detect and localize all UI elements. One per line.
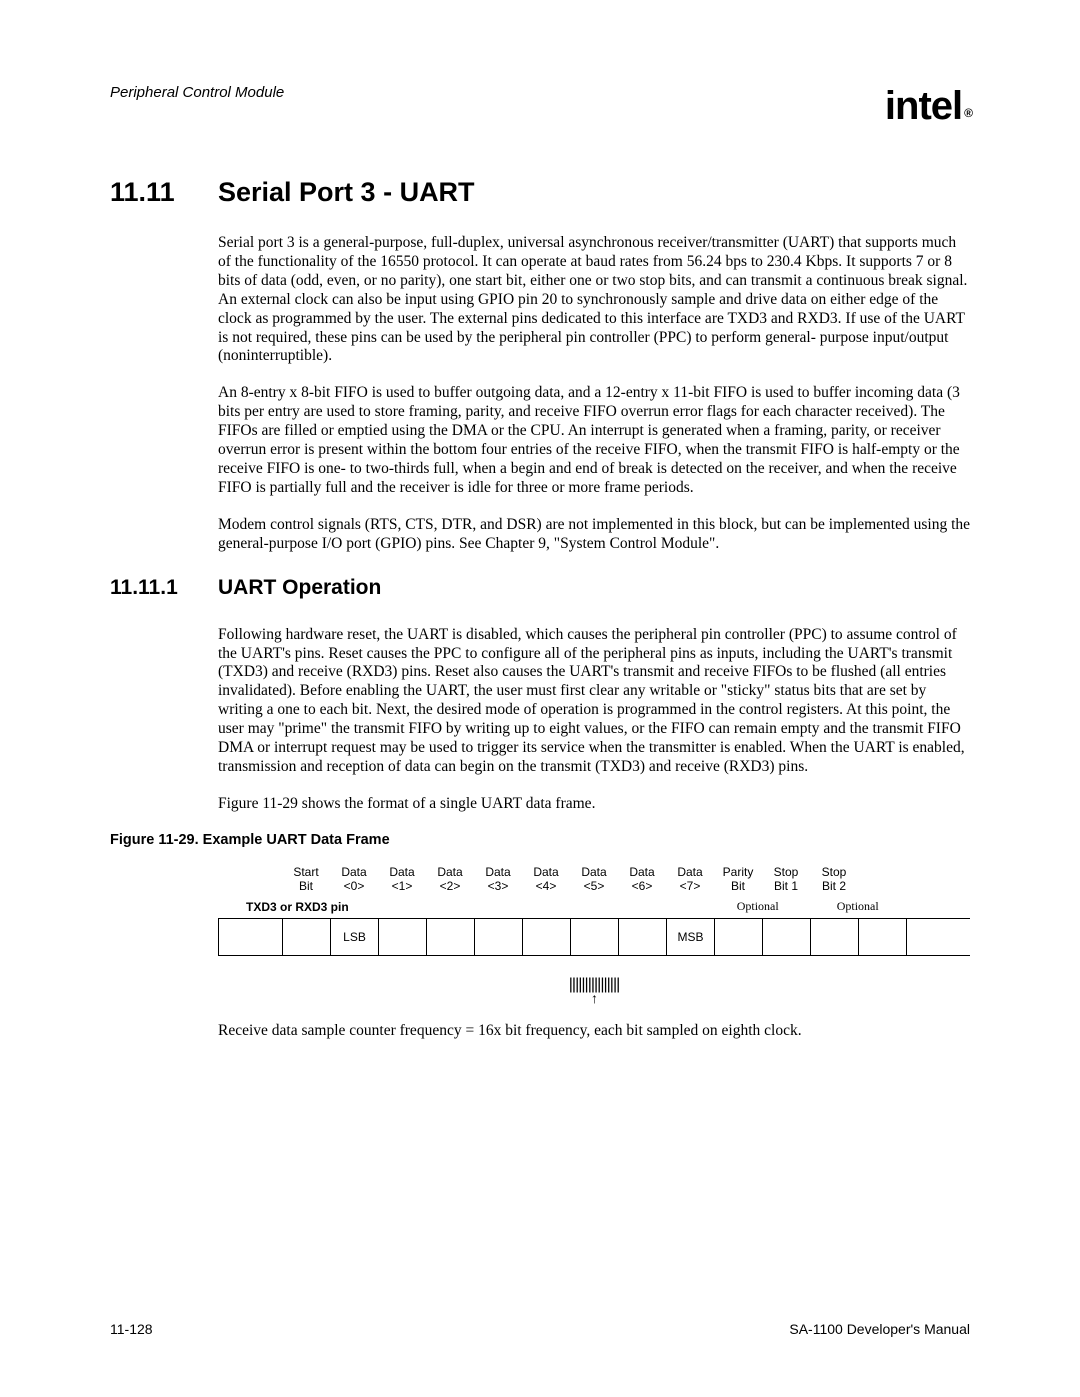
col-header: StartBit [282,866,330,898]
tick-marks-icon: |||||||||||||||| [569,980,620,990]
figure-footnote: Receive data sample counter frequency = … [218,1022,970,1040]
body-paragraph: Figure 11-29 shows the format of a singl… [218,795,970,814]
page-header: Peripheral Control Module intel® [110,84,970,129]
frame-cell-lead [219,919,283,955]
frame-cell-d3 [475,919,523,955]
intel-logo: intel® [885,84,970,129]
col-header: Data<4> [522,866,570,898]
col-header: Data<6> [618,866,666,898]
frame-cell-stop2 [811,919,859,955]
body-paragraph: An 8-entry x 8-bit FIFO is used to buffe… [218,384,970,497]
frame-cell-d1 [379,919,427,955]
col-header: ParityBit [714,866,762,898]
header-spacer [218,866,282,898]
frame-cell-d5 [571,919,619,955]
page-footer: 11-128 SA-1100 Developer's Manual [110,1321,970,1337]
section-heading: 11.11 Serial Port 3 - UART [110,177,970,208]
optional-label: Optional [737,899,779,914]
registered-icon: ® [964,106,972,120]
manual-title: SA-1100 Developer's Manual [789,1321,970,1337]
section-title: Serial Port 3 - UART [218,177,475,208]
col-header: Data<3> [474,866,522,898]
frame-cell-d0: LSB [331,919,379,955]
page: Peripheral Control Module intel® 11.11 S… [0,0,1080,1397]
body-paragraph: Serial port 3 is a general-purpose, full… [218,234,970,366]
subsection-number: 11.11.1 [110,576,218,600]
body-paragraph: Modem control signals (RTS, CTS, DTR, an… [218,516,970,554]
frame-cell-d6 [619,919,667,955]
up-arrow-icon: ↑ [218,994,970,1002]
col-header: StopBit 1 [762,866,810,898]
col-header: Data<5> [570,866,618,898]
body-paragraph: Following hardware reset, the UART is di… [218,626,970,777]
frame-boxes: LSB MSB [218,918,970,956]
col-header: Data<7> [666,866,714,898]
pin-optional-row: TXD3 or RXD3 pin Optional Optional [218,899,970,914]
optional-label: Optional [837,899,879,914]
logo-text: intel [885,84,962,128]
frame-cell-trail [859,919,907,955]
col-header: Data<0> [330,866,378,898]
page-number: 11-128 [110,1321,153,1337]
pin-label: TXD3 or RXD3 pin [246,900,349,914]
sample-ticks: |||||||||||||||| ↑ [218,980,970,1012]
frame-cell-stop1 [763,919,811,955]
subsection-title: UART Operation [218,576,381,600]
frame-cell-d7: MSB [667,919,715,955]
subsection-heading: 11.11.1 UART Operation [110,576,970,600]
col-header: Data<2> [426,866,474,898]
col-header: StopBit 2 [810,866,858,898]
frame-cell-d4 [523,919,571,955]
frame-cell-start [283,919,331,955]
module-name: Peripheral Control Module [110,84,284,101]
frame-cell-parity [715,919,763,955]
figure-caption: Figure 11-29. Example UART Data Frame [110,832,970,848]
frame-cell-d2 [427,919,475,955]
frame-header-row: StartBit Data<0> Data<1> Data<2> Data<3>… [218,866,970,898]
col-header: Data<1> [378,866,426,898]
section-number: 11.11 [110,177,218,208]
uart-frame-diagram: StartBit Data<0> Data<1> Data<2> Data<3>… [218,866,970,1013]
